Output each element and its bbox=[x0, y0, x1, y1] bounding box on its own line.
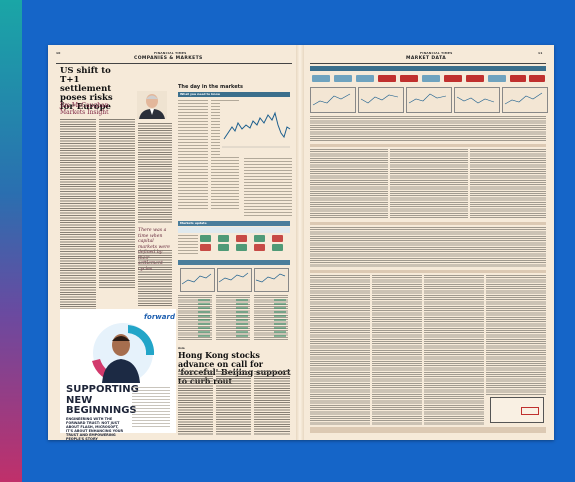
markets-text-3 bbox=[244, 158, 292, 218]
section-rule bbox=[56, 63, 292, 64]
newspaper-spread: 10 FINANCIAL TIMES COMPANIES & MARKETS U… bbox=[48, 45, 554, 441]
advert-body bbox=[132, 387, 170, 427]
lower-story-col-3 bbox=[254, 371, 290, 435]
index-header-bar bbox=[310, 66, 546, 71]
market-cell bbox=[200, 235, 211, 242]
table-divider-3 bbox=[310, 270, 546, 273]
story-column-name: Markets Insight bbox=[60, 109, 109, 116]
table-divider-2 bbox=[310, 222, 546, 225]
currency-table bbox=[310, 116, 546, 142]
market-data-rule bbox=[310, 63, 546, 64]
mini-chart-2 bbox=[217, 268, 252, 292]
masthead-small: FINANCIAL TIMES bbox=[154, 51, 187, 55]
market-cell bbox=[254, 244, 265, 251]
mini-chart-1 bbox=[180, 268, 215, 292]
right-page: FINANCIAL TIMES 11 MARKET DATA bbox=[306, 45, 548, 440]
equity-markets-header bbox=[178, 260, 290, 265]
market-cell bbox=[272, 235, 283, 242]
world-stocks-table bbox=[310, 227, 546, 267]
market-cell bbox=[272, 244, 283, 251]
stock-list-col-2 bbox=[372, 275, 422, 425]
story-column-3 bbox=[138, 123, 172, 223]
bonds-table bbox=[310, 149, 388, 219]
markets-header: The day in the markets bbox=[178, 84, 243, 90]
market-data-title: MARKET DATA bbox=[406, 56, 447, 61]
author-portrait bbox=[137, 91, 167, 119]
stock-list-col-4 bbox=[486, 275, 546, 395]
index-tiles bbox=[310, 73, 546, 85]
markets-line-chart bbox=[220, 103, 292, 155]
market-cell bbox=[218, 235, 229, 242]
lower-story-col-1 bbox=[178, 371, 213, 435]
left-page: 10 FINANCIAL TIMES COMPANIES & MARKETS U… bbox=[54, 45, 294, 441]
masthead-small-right: FINANCIAL TIMES bbox=[420, 51, 453, 55]
markets-text-1 bbox=[178, 100, 208, 210]
section-title: COMPANIES & MARKETS bbox=[134, 56, 203, 61]
stock-list-col-1 bbox=[310, 275, 370, 425]
market-cell bbox=[200, 244, 211, 251]
story-headline: US shift to T+1 settlement poses risks f… bbox=[60, 66, 113, 112]
mini-chart-lines bbox=[181, 272, 286, 285]
decorative-side-stripe bbox=[0, 0, 22, 482]
rates-table bbox=[390, 149, 468, 219]
boxed-listing bbox=[490, 397, 544, 423]
lower-story-col-2 bbox=[216, 371, 251, 435]
advert-photo bbox=[92, 323, 155, 383]
page-gutter bbox=[296, 45, 304, 440]
bottom-band bbox=[310, 427, 546, 433]
market-cell bbox=[254, 235, 265, 242]
advert-logo: forward bbox=[144, 313, 175, 321]
mini-chart-3 bbox=[254, 268, 289, 292]
page-number-left: 10 bbox=[56, 51, 61, 55]
commodities-table bbox=[470, 149, 546, 219]
charity-advert: forward SUPPORTING NEW BEGINNINGS ENGINE… bbox=[60, 309, 176, 441]
table-divider bbox=[310, 144, 546, 147]
page-number-right: 11 bbox=[538, 51, 543, 55]
advert-headline: SUPPORTING NEW BEGINNINGS bbox=[66, 384, 139, 416]
markets-box-header: What you need to know bbox=[178, 92, 290, 97]
market-cell bbox=[218, 244, 229, 251]
markets-update-table bbox=[178, 227, 290, 259]
markets-update-header: Markets update bbox=[178, 221, 290, 226]
story-column-1 bbox=[60, 119, 96, 309]
lower-story-kicker: Asia bbox=[178, 346, 185, 350]
story-column-2 bbox=[99, 119, 135, 289]
advert-subtext: ENGINEERING WITH THE FORWARD TRUST: NOT … bbox=[66, 417, 124, 441]
market-cell bbox=[236, 235, 247, 242]
story-column-3b bbox=[138, 250, 172, 306]
bottom-markets-table bbox=[178, 295, 290, 343]
market-cell bbox=[236, 244, 247, 251]
story-byline: Jim McCaughan bbox=[60, 102, 109, 109]
stock-list-col-3 bbox=[424, 275, 484, 425]
sparklines bbox=[312, 92, 543, 106]
